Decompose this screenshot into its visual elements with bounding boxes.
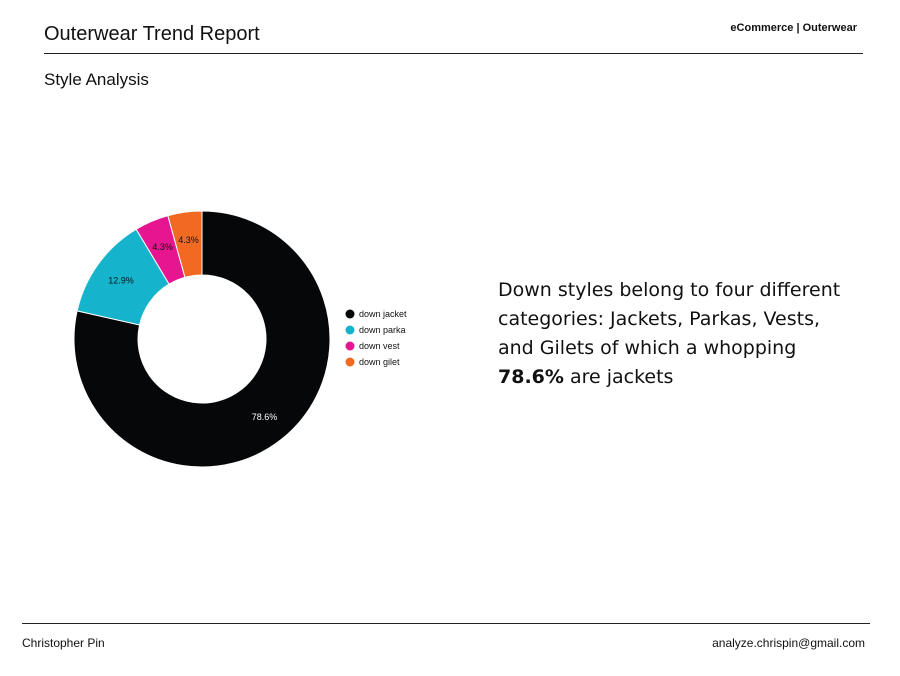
author-name: Christopher Pin [22, 636, 105, 650]
footer-divider [22, 623, 870, 624]
insight-highlight: 78.6% [498, 366, 564, 388]
header-divider [44, 53, 863, 54]
legend-label-down-jacket: down jacket [359, 309, 407, 319]
slice-down-jacket [73, 210, 331, 468]
legend-label-down-parka: down parka [359, 325, 406, 335]
slice-label-down-jacket: 78.6% [252, 412, 278, 422]
insight-text: Down styles belong to four different cat… [498, 276, 858, 392]
chart-slice-labels: 78.6% 12.9% 4.3% 4.3% [108, 235, 277, 422]
report-title: Outerwear Trend Report [44, 23, 260, 45]
slice-label-down-vest: 4.3% [152, 242, 173, 252]
page-subtitle: Style Analysis [44, 70, 149, 89]
legend-label-down-gilet: down gilet [359, 357, 400, 367]
insight-tail: are jackets [563, 366, 674, 388]
chart-slices [73, 210, 331, 468]
insight-body: Down styles belong to four different cat… [498, 279, 841, 359]
chart-legend: down jacket down parka down vest down gilet [345, 309, 407, 367]
donut-chart: 78.6% 12.9% 4.3% 4.3% down jacket down parka… [73, 210, 407, 468]
slice-label-down-parka: 12.9% [108, 275, 134, 285]
legend-swatch-down-jacket [345, 309, 355, 319]
slice-label-down-gilet: 4.3% [178, 235, 199, 245]
legend-swatch-down-gilet [345, 357, 355, 367]
legend-swatch-down-parka [345, 325, 355, 335]
legend-swatch-down-vest [345, 341, 355, 351]
author-email: analyze.chrispin@gmail.com [712, 636, 865, 650]
legend-label-down-vest: down vest [359, 341, 400, 351]
section-tag: eCommerce | Outerwear [730, 22, 857, 34]
slice-down-gilet [167, 210, 203, 278]
